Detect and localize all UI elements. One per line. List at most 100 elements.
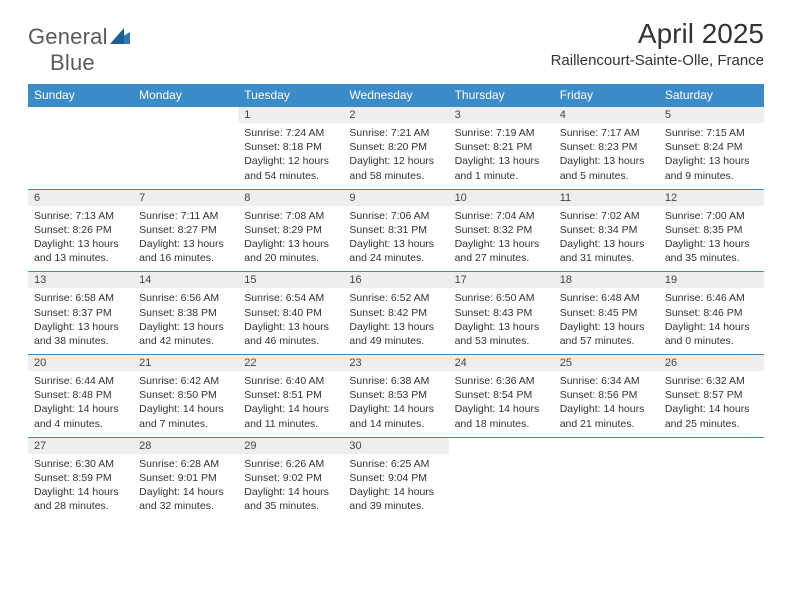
page-header: General Blue April 2025 Raillencourt-Sai… (28, 18, 764, 76)
day-number-cell (133, 107, 238, 124)
daylight-text: Daylight: 13 hours and 5 minutes. (560, 154, 653, 182)
sunrise-text: Sunrise: 6:34 AM (560, 374, 653, 388)
sunrise-text: Sunrise: 7:11 AM (139, 209, 232, 223)
day-number-row: 20212223242526 (28, 355, 764, 372)
sunset-text: Sunset: 8:56 PM (560, 388, 653, 402)
sunrise-text: Sunrise: 6:54 AM (244, 291, 337, 305)
sunrise-text: Sunrise: 6:48 AM (560, 291, 653, 305)
day-content-cell: Sunrise: 7:24 AMSunset: 8:18 PMDaylight:… (238, 123, 343, 189)
sunset-text: Sunset: 9:02 PM (244, 471, 337, 485)
day-content-cell: Sunrise: 6:40 AMSunset: 8:51 PMDaylight:… (238, 371, 343, 437)
sunrise-text: Sunrise: 7:00 AM (665, 209, 758, 223)
sunset-text: Sunset: 8:29 PM (244, 223, 337, 237)
day-content-cell: Sunrise: 6:30 AMSunset: 8:59 PMDaylight:… (28, 454, 133, 520)
day-content-cell: Sunrise: 6:38 AMSunset: 8:53 PMDaylight:… (343, 371, 448, 437)
day-content-cell: Sunrise: 6:52 AMSunset: 8:42 PMDaylight:… (343, 288, 448, 354)
day-content-cell: Sunrise: 6:25 AMSunset: 9:04 PMDaylight:… (343, 454, 448, 520)
day-number-cell: 30 (343, 437, 448, 454)
weekday-header: Thursday (449, 84, 554, 107)
daylight-text: Daylight: 14 hours and 32 minutes. (139, 485, 232, 513)
sunset-text: Sunset: 8:57 PM (665, 388, 758, 402)
day-content-row: Sunrise: 7:24 AMSunset: 8:18 PMDaylight:… (28, 123, 764, 189)
sunset-text: Sunset: 8:54 PM (455, 388, 548, 402)
day-number-cell: 6 (28, 189, 133, 206)
sunrise-text: Sunrise: 6:42 AM (139, 374, 232, 388)
sunset-text: Sunset: 8:45 PM (560, 306, 653, 320)
day-number-cell: 1 (238, 107, 343, 124)
day-content-row: Sunrise: 7:13 AMSunset: 8:26 PMDaylight:… (28, 206, 764, 272)
sunset-text: Sunset: 8:51 PM (244, 388, 337, 402)
day-number-cell: 29 (238, 437, 343, 454)
sunrise-text: Sunrise: 6:30 AM (34, 457, 127, 471)
day-number-row: 27282930 (28, 437, 764, 454)
sunset-text: Sunset: 8:40 PM (244, 306, 337, 320)
weekday-header: Sunday (28, 84, 133, 107)
day-number-cell: 19 (659, 272, 764, 289)
day-number-cell: 16 (343, 272, 448, 289)
weekday-header: Friday (554, 84, 659, 107)
day-number-cell: 12 (659, 189, 764, 206)
day-content-cell: Sunrise: 7:04 AMSunset: 8:32 PMDaylight:… (449, 206, 554, 272)
day-number-cell: 17 (449, 272, 554, 289)
day-content-cell: Sunrise: 6:32 AMSunset: 8:57 PMDaylight:… (659, 371, 764, 437)
daylight-text: Daylight: 13 hours and 57 minutes. (560, 320, 653, 348)
day-number-cell (449, 437, 554, 454)
sunset-text: Sunset: 8:53 PM (349, 388, 442, 402)
daylight-text: Daylight: 14 hours and 35 minutes. (244, 485, 337, 513)
sunset-text: Sunset: 8:38 PM (139, 306, 232, 320)
sunrise-text: Sunrise: 7:24 AM (244, 126, 337, 140)
day-number-cell (659, 437, 764, 454)
day-content-cell: Sunrise: 7:06 AMSunset: 8:31 PMDaylight:… (343, 206, 448, 272)
daylight-text: Daylight: 13 hours and 53 minutes. (455, 320, 548, 348)
sunrise-text: Sunrise: 6:28 AM (139, 457, 232, 471)
daylight-text: Daylight: 12 hours and 54 minutes. (244, 154, 337, 182)
sunrise-text: Sunrise: 6:38 AM (349, 374, 442, 388)
sunrise-text: Sunrise: 7:06 AM (349, 209, 442, 223)
daylight-text: Daylight: 14 hours and 11 minutes. (244, 402, 337, 430)
day-number-row: 13141516171819 (28, 272, 764, 289)
sunrise-text: Sunrise: 6:50 AM (455, 291, 548, 305)
sunset-text: Sunset: 8:24 PM (665, 140, 758, 154)
day-content-cell: Sunrise: 7:00 AMSunset: 8:35 PMDaylight:… (659, 206, 764, 272)
sunset-text: Sunset: 8:50 PM (139, 388, 232, 402)
day-number-row: 6789101112 (28, 189, 764, 206)
daylight-text: Daylight: 14 hours and 18 minutes. (455, 402, 548, 430)
day-content-cell: Sunrise: 7:17 AMSunset: 8:23 PMDaylight:… (554, 123, 659, 189)
daylight-text: Daylight: 14 hours and 4 minutes. (34, 402, 127, 430)
day-content-cell: Sunrise: 7:19 AMSunset: 8:21 PMDaylight:… (449, 123, 554, 189)
day-number-cell: 18 (554, 272, 659, 289)
day-number-cell: 24 (449, 355, 554, 372)
day-content-cell: Sunrise: 6:54 AMSunset: 8:40 PMDaylight:… (238, 288, 343, 354)
day-number-cell: 14 (133, 272, 238, 289)
sunrise-text: Sunrise: 6:26 AM (244, 457, 337, 471)
day-content-cell: Sunrise: 6:28 AMSunset: 9:01 PMDaylight:… (133, 454, 238, 520)
day-content-cell: Sunrise: 6:34 AMSunset: 8:56 PMDaylight:… (554, 371, 659, 437)
day-content-cell: Sunrise: 6:50 AMSunset: 8:43 PMDaylight:… (449, 288, 554, 354)
day-number-cell: 25 (554, 355, 659, 372)
daylight-text: Daylight: 13 hours and 31 minutes. (560, 237, 653, 265)
daylight-text: Daylight: 14 hours and 28 minutes. (34, 485, 127, 513)
daylight-text: Daylight: 13 hours and 35 minutes. (665, 237, 758, 265)
day-number-cell: 15 (238, 272, 343, 289)
day-content-cell: Sunrise: 7:02 AMSunset: 8:34 PMDaylight:… (554, 206, 659, 272)
day-content-cell: Sunrise: 6:58 AMSunset: 8:37 PMDaylight:… (28, 288, 133, 354)
daylight-text: Daylight: 13 hours and 1 minute. (455, 154, 548, 182)
day-content-cell (659, 454, 764, 520)
sunset-text: Sunset: 8:35 PM (665, 223, 758, 237)
sunset-text: Sunset: 8:43 PM (455, 306, 548, 320)
calendar-page: General Blue April 2025 Raillencourt-Sai… (0, 0, 792, 537)
day-number-cell: 9 (343, 189, 448, 206)
day-number-cell: 26 (659, 355, 764, 372)
sunrise-text: Sunrise: 6:44 AM (34, 374, 127, 388)
sunrise-text: Sunrise: 7:15 AM (665, 126, 758, 140)
sunrise-text: Sunrise: 6:58 AM (34, 291, 127, 305)
sunset-text: Sunset: 8:32 PM (455, 223, 548, 237)
sunset-text: Sunset: 8:23 PM (560, 140, 653, 154)
sunrise-text: Sunrise: 7:21 AM (349, 126, 442, 140)
sunrise-text: Sunrise: 7:13 AM (34, 209, 127, 223)
day-content-cell: Sunrise: 7:15 AMSunset: 8:24 PMDaylight:… (659, 123, 764, 189)
day-number-cell: 4 (554, 107, 659, 124)
day-number-cell (28, 107, 133, 124)
day-number-cell: 10 (449, 189, 554, 206)
day-content-cell: Sunrise: 7:13 AMSunset: 8:26 PMDaylight:… (28, 206, 133, 272)
